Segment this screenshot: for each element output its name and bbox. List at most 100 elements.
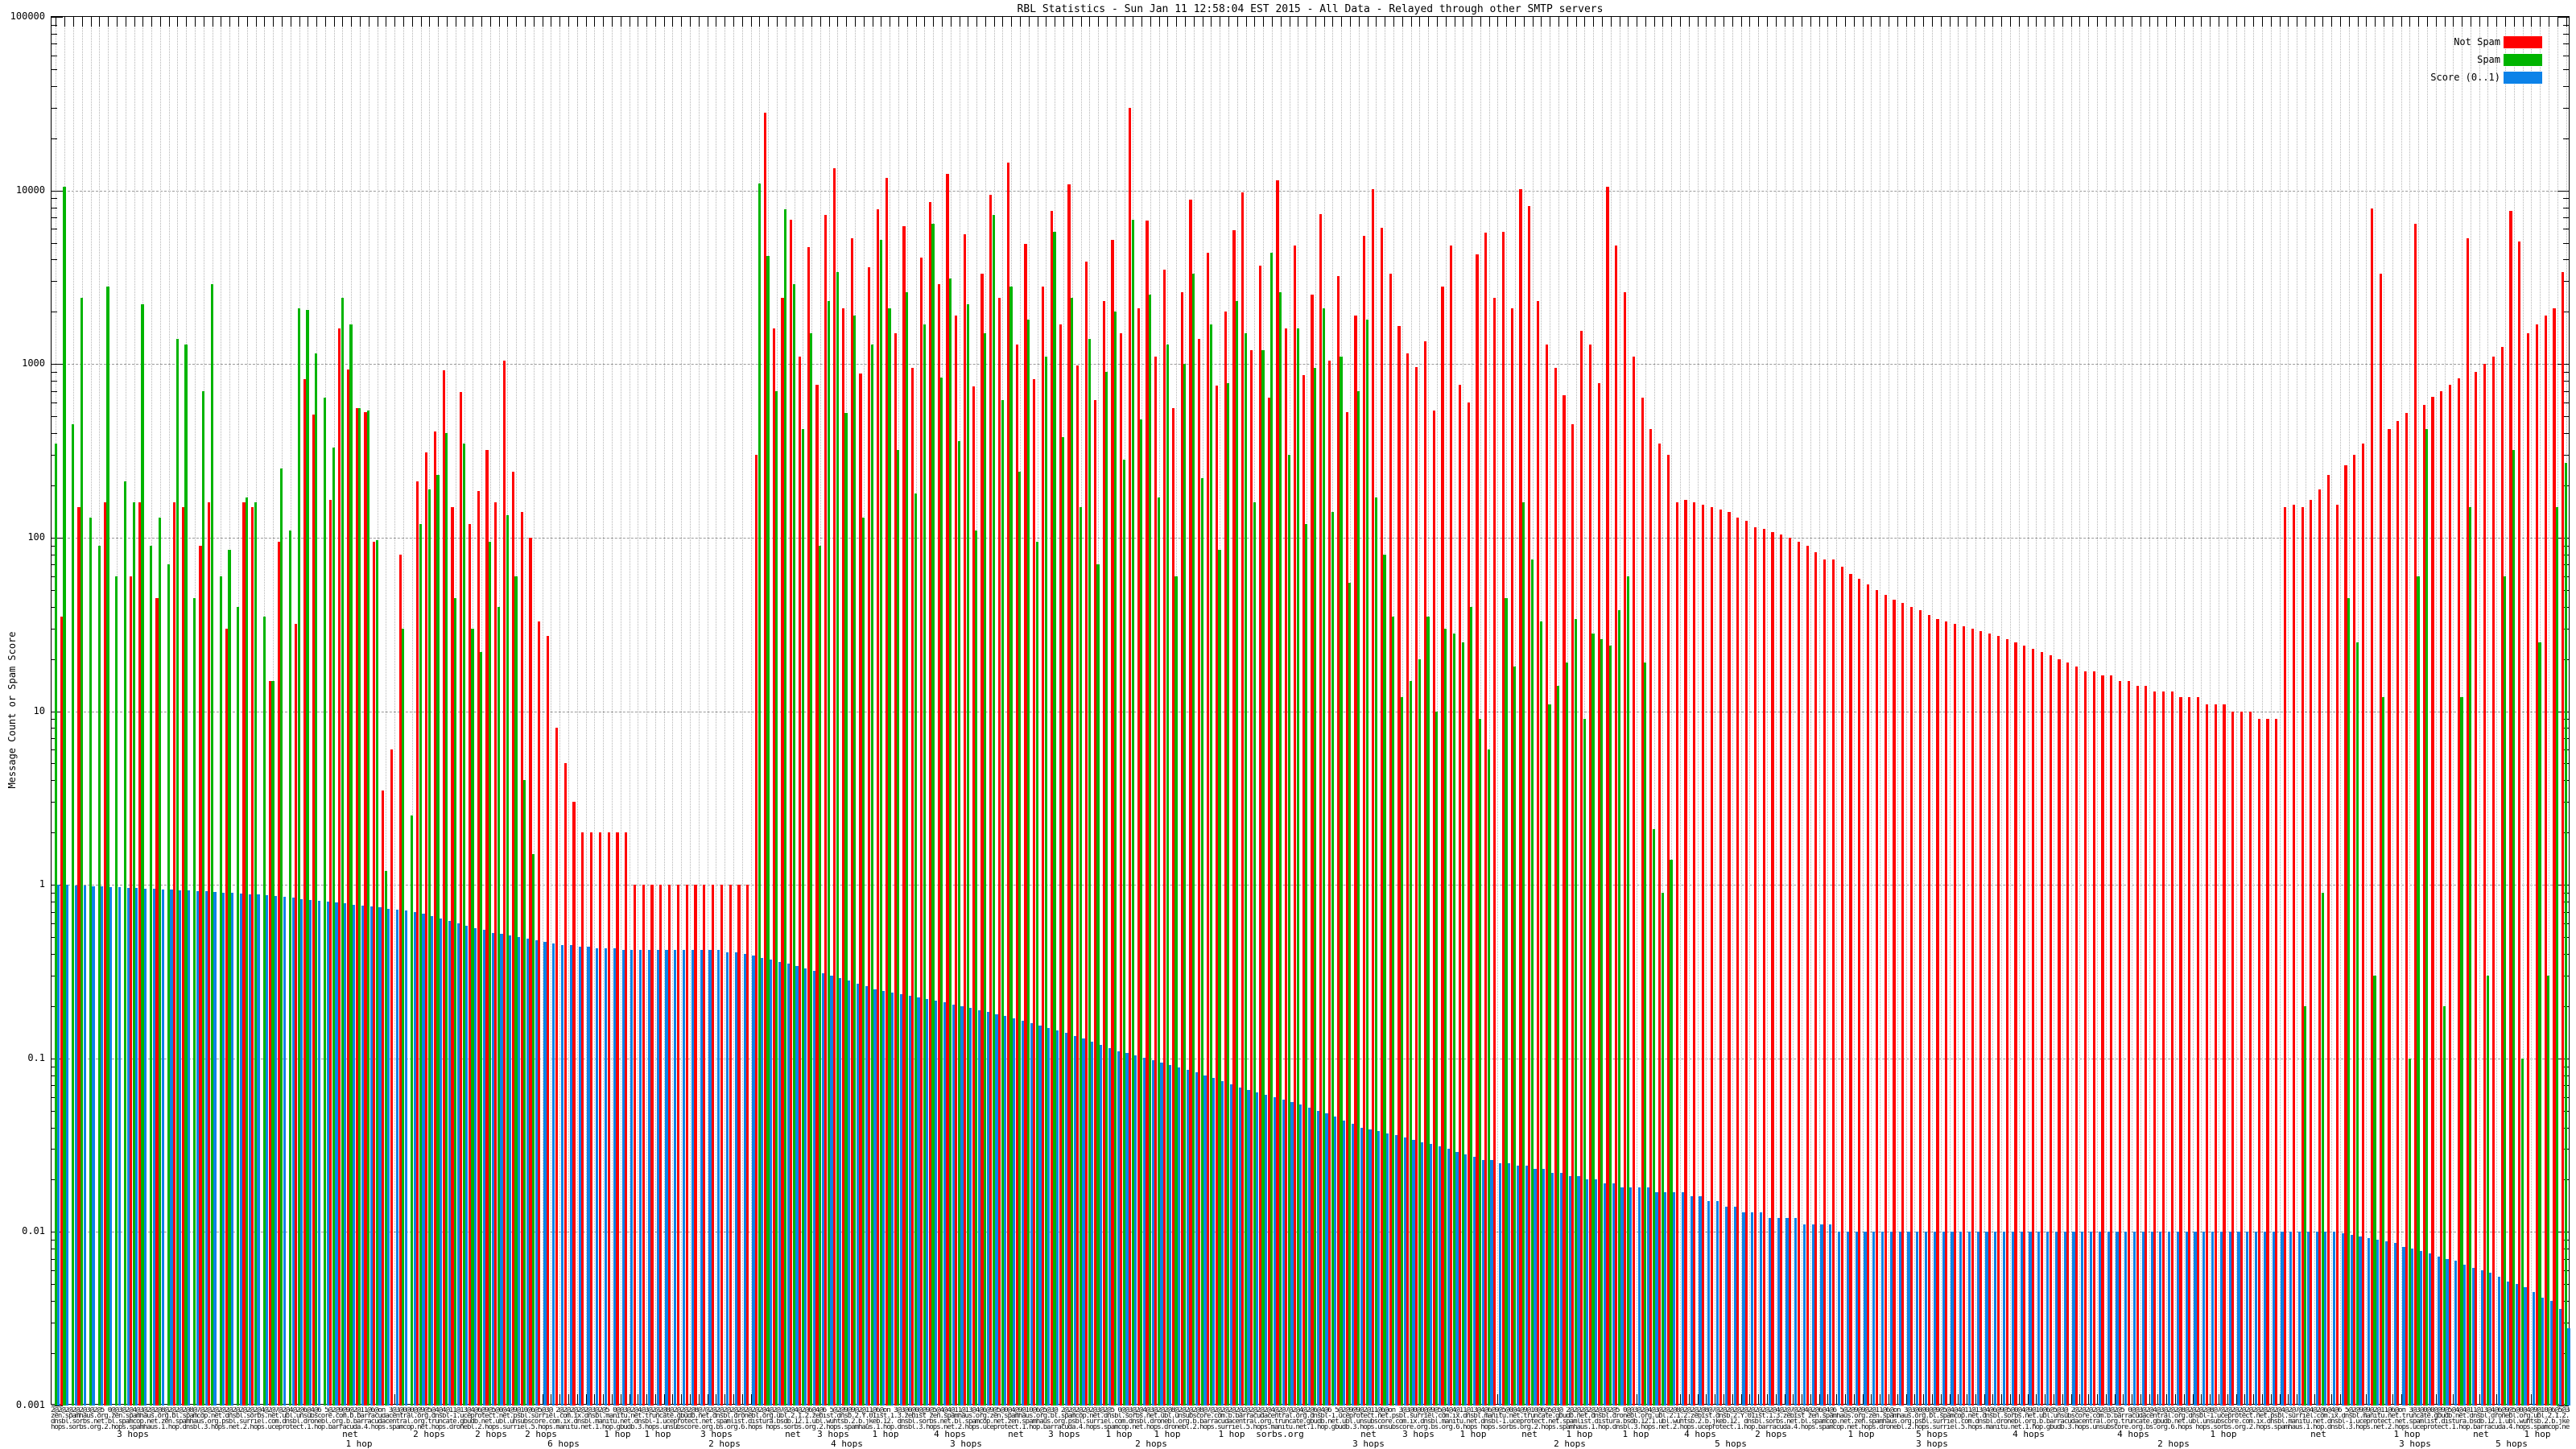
x-tick-top bbox=[394, 17, 396, 27]
bar-not-spam bbox=[1093, 400, 1096, 1406]
x-tick-bottom bbox=[1758, 1394, 1760, 1404]
x-tick-label: net bbox=[2310, 1429, 2326, 1439]
v-gridline bbox=[672, 17, 674, 1404]
bar-not-spam bbox=[2301, 506, 2304, 1406]
bar-score-0-1 bbox=[1195, 1072, 1198, 1406]
bar-not-spam bbox=[2379, 274, 2382, 1406]
v-gridline bbox=[1662, 17, 1664, 1404]
x-tick-top bbox=[507, 17, 509, 27]
bar-not-spam bbox=[2240, 711, 2244, 1406]
bar-score-0-1 bbox=[1820, 1224, 1823, 1406]
bar-not-spam bbox=[1658, 443, 1662, 1406]
bar-not-spam bbox=[2127, 680, 2130, 1406]
x-tick-top bbox=[2566, 17, 2567, 27]
bar-not-spam bbox=[1128, 107, 1132, 1406]
bar-score-0-1 bbox=[1881, 1232, 1885, 1406]
bar-not-spam bbox=[1224, 312, 1227, 1406]
x-tick-top bbox=[2166, 17, 2168, 27]
bar-not-spam bbox=[2283, 506, 2287, 1406]
v-gridline bbox=[2166, 17, 2168, 1404]
bar-not-spam bbox=[1042, 286, 1045, 1406]
bar-not-spam bbox=[720, 885, 723, 1406]
x-tick-top bbox=[1410, 17, 1412, 27]
x-tick-top bbox=[142, 17, 144, 27]
bar-not-spam bbox=[2457, 378, 2460, 1406]
bar-spam bbox=[1652, 828, 1656, 1406]
y-tick-minor-right bbox=[2563, 281, 2569, 283]
x-tick-label: 1 hop bbox=[2524, 1429, 2551, 1439]
bar-not-spam bbox=[1971, 628, 1974, 1406]
x-tick-label: 2 hops bbox=[1554, 1439, 1586, 1449]
y-tick-minor-left bbox=[52, 923, 57, 924]
bar-not-spam bbox=[2448, 384, 2452, 1406]
x-tick-top bbox=[72, 17, 74, 27]
bar-not-spam bbox=[841, 308, 845, 1406]
bar-not-spam bbox=[737, 885, 741, 1406]
bar-not-spam bbox=[2431, 396, 2434, 1406]
bar-score-0-1 bbox=[1586, 1179, 1589, 1406]
x-tick-top bbox=[2070, 17, 2072, 27]
x-tick-top bbox=[177, 17, 179, 27]
bar-spam bbox=[271, 680, 275, 1406]
bar-not-spam bbox=[980, 274, 984, 1406]
bar-score-0-1 bbox=[2029, 1232, 2032, 1406]
bar-spam bbox=[2556, 506, 2559, 1406]
v-gridline bbox=[611, 17, 613, 1404]
bar-score-0-1 bbox=[683, 950, 686, 1406]
bar-score-0-1 bbox=[1699, 1196, 1702, 1406]
y-tick-major-left bbox=[52, 364, 63, 365]
v-gridline bbox=[2227, 17, 2228, 1404]
bar-score-0-1 bbox=[856, 983, 860, 1406]
bar-not-spam bbox=[2362, 443, 2365, 1406]
x-tick-top bbox=[2279, 17, 2281, 27]
x-tick-top bbox=[1680, 17, 1682, 27]
bar-spam bbox=[228, 550, 231, 1406]
x-tick-top bbox=[1949, 17, 1951, 27]
x-tick-top bbox=[1011, 17, 1013, 27]
y-tick-minor-right bbox=[2563, 107, 2569, 109]
x-tick-top bbox=[360, 17, 361, 27]
bar-score-0-1 bbox=[1360, 1127, 1363, 1406]
bar-score-0-1 bbox=[2219, 1232, 2223, 1406]
bar-score-0-1 bbox=[977, 1009, 981, 1406]
x-tick-bottom bbox=[733, 1394, 734, 1404]
bar-score-0-1 bbox=[353, 904, 356, 1406]
bar-score-0-1 bbox=[2116, 1232, 2119, 1406]
bar-not-spam bbox=[277, 541, 280, 1406]
bar-spam bbox=[453, 597, 457, 1406]
bar-score-0-1 bbox=[2549, 1301, 2553, 1406]
bar-spam bbox=[1591, 634, 1595, 1406]
bar-score-0-1 bbox=[587, 947, 590, 1406]
x-tick-top bbox=[2001, 17, 2003, 27]
bar-score-0-1 bbox=[2419, 1250, 2423, 1406]
bar-spam bbox=[1227, 382, 1230, 1406]
v-gridline bbox=[1984, 17, 1985, 1404]
bar-not-spam bbox=[911, 368, 914, 1406]
v-gridline bbox=[1810, 17, 1811, 1404]
x-tick-top bbox=[2235, 17, 2237, 27]
bar-not-spam bbox=[1450, 246, 1453, 1406]
v-gridline bbox=[2210, 17, 2211, 1404]
legend-label-score: Score (0..1) bbox=[2430, 72, 2500, 83]
x-tick-top bbox=[316, 17, 318, 27]
bar-score-0-1 bbox=[101, 886, 104, 1406]
x-tick-label: 3 hops bbox=[117, 1429, 149, 1439]
bar-spam bbox=[758, 183, 761, 1406]
bar-spam bbox=[1461, 642, 1464, 1406]
v-gridline bbox=[750, 17, 752, 1404]
legend-swatch-spam bbox=[2504, 54, 2542, 66]
x-tick-label: 3 hops bbox=[817, 1429, 849, 1439]
bar-not-spam bbox=[1397, 326, 1401, 1406]
bar-score-0-1 bbox=[317, 900, 321, 1406]
x-tick-bottom bbox=[2392, 1394, 2393, 1404]
bar-spam bbox=[2408, 1058, 2411, 1406]
bar-not-spam bbox=[1406, 353, 1410, 1406]
bar-score-0-1 bbox=[161, 889, 164, 1406]
bar-spam bbox=[1113, 312, 1117, 1406]
bar-score-0-1 bbox=[761, 957, 764, 1406]
v-gridline bbox=[2192, 17, 2194, 1404]
bar-not-spam bbox=[2110, 675, 2113, 1406]
x-tick-top bbox=[1176, 17, 1178, 27]
x-tick-bottom bbox=[585, 1394, 587, 1404]
bar-spam bbox=[1392, 617, 1395, 1406]
